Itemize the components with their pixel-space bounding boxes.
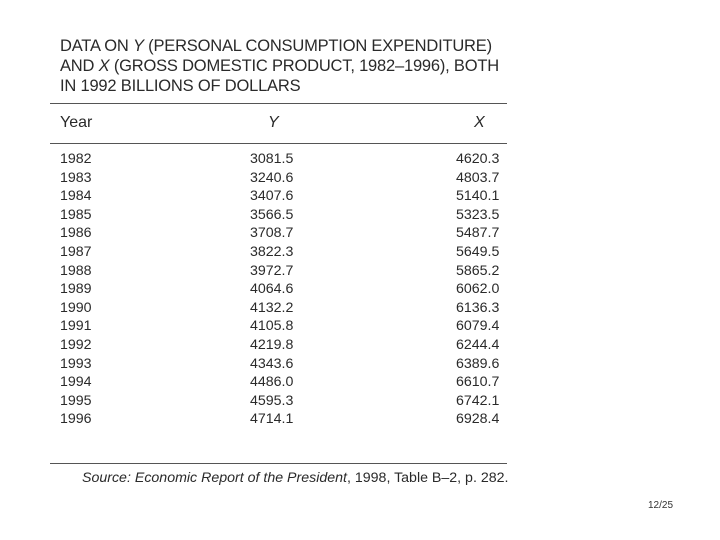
cell-y: 4064.6: [250, 281, 294, 298]
cell-year: 1988: [60, 262, 92, 279]
table-row: 1993 4343.6 6389.6: [0, 355, 720, 374]
cell-x: 6389.6: [456, 355, 500, 372]
cell-y: 3566.5: [250, 206, 294, 223]
table-row: 1987 3822.3 5649.5: [0, 243, 720, 262]
table-row: 1988 3972.7 5865.2: [0, 262, 720, 281]
table-row: 1989 4064.6 6062.0: [0, 280, 720, 299]
cell-year: 1984: [60, 188, 92, 205]
table-row: 1996 4714.1 6928.4: [0, 410, 720, 429]
cell-x: 5140.1: [456, 188, 500, 205]
cell-year: 1994: [60, 374, 92, 391]
cell-year: 1990: [60, 299, 92, 316]
cell-y: 3822.3: [250, 243, 294, 260]
table-row: 1985 3566.5 5323.5: [0, 206, 720, 225]
cell-y: 3240.6: [250, 169, 294, 186]
table-row: 1982 3081.5 4620.3: [0, 150, 720, 169]
cell-x: 5487.7: [456, 225, 500, 242]
cell-year: 1993: [60, 355, 92, 372]
table-row: 1984 3407.6 5140.1: [0, 187, 720, 206]
title-line-3: IN 1992 BILLIONS OF DOLLARS: [60, 77, 301, 95]
title-line-1: DATA ON Y (PERSONAL CONSUMPTION EXPENDIT…: [60, 37, 492, 55]
cell-x: 5649.5: [456, 243, 500, 260]
cell-x: 6928.4: [456, 411, 500, 428]
cell-x: 4620.3: [456, 151, 500, 167]
cell-year: 1986: [60, 225, 92, 242]
cell-x: 4803.7: [456, 169, 500, 186]
cell-y: 3708.7: [250, 225, 294, 242]
cell-x: 6136.3: [456, 299, 500, 316]
cell-y: 4595.3: [250, 392, 294, 409]
cell-y: 3972.7: [250, 262, 294, 279]
table-row: 1992 4219.8 6244.4: [0, 336, 720, 355]
cell-x: 5323.5: [456, 206, 500, 223]
table-row: 1983 3240.6 4803.7: [0, 169, 720, 188]
cell-y: 4343.6: [250, 355, 294, 372]
page-number: 12/25: [648, 500, 674, 511]
cell-x: 6062.0: [456, 281, 500, 298]
cell-x: 6244.4: [456, 336, 500, 353]
table-row: 1986 3708.7 5487.7: [0, 224, 720, 243]
source-details: , 1998, Table B–2, p. 282.: [347, 470, 509, 486]
cell-year: 1989: [60, 281, 92, 298]
cell-y: 3081.5: [250, 151, 294, 167]
cell-year: 1995: [60, 392, 92, 409]
table-title: DATA ON Y (PERSONAL CONSUMPTION EXPENDIT…: [60, 36, 520, 96]
cell-year: 1985: [60, 206, 92, 223]
cell-year: 1991: [60, 318, 92, 335]
cell-y: 4105.8: [250, 318, 294, 335]
table-body: 1982 3081.5 4620.3 1983 3240.6 4803.7 1984 3407…: [0, 150, 720, 429]
bottom-rule: [50, 463, 507, 464]
source-label: Source:: [82, 470, 131, 486]
cell-x: 6610.7: [456, 374, 500, 391]
column-header-year: Year: [60, 114, 93, 131]
cell-y: 4714.1: [250, 411, 294, 428]
source-title: Economic Report of the President: [134, 470, 347, 486]
cell-y: 4132.2: [250, 299, 294, 316]
cell-x: 5865.2: [456, 262, 500, 279]
cell-year: 1982: [60, 151, 92, 167]
table-row: 1995 4595.3 6742.1: [0, 392, 720, 411]
cell-x: 6742.1: [456, 392, 500, 409]
cell-y: 3407.6: [250, 188, 294, 205]
header-rule: [50, 143, 507, 144]
table-row: 1991 4105.8 6079.4: [0, 317, 720, 336]
cell-year: 1983: [60, 169, 92, 186]
table-row: 1994 4486.0 6610.7: [0, 373, 720, 392]
column-header-y: Y: [268, 114, 279, 131]
source-note: Source: Economic Report of the President…: [82, 470, 508, 486]
top-rule: [50, 103, 507, 104]
cell-year: 1996: [60, 411, 92, 428]
cell-year: 1987: [60, 243, 92, 260]
cell-y: 4219.8: [250, 336, 294, 353]
cell-x: 6079.4: [456, 318, 500, 335]
cell-y: 4486.0: [250, 374, 294, 391]
table-row: 1990 4132.2 6136.3: [0, 299, 720, 318]
cell-year: 1992: [60, 336, 92, 353]
title-line-2: AND X (GROSS DOMESTIC PRODUCT, 1982–1996…: [60, 57, 499, 75]
column-header-x: X: [474, 114, 485, 131]
